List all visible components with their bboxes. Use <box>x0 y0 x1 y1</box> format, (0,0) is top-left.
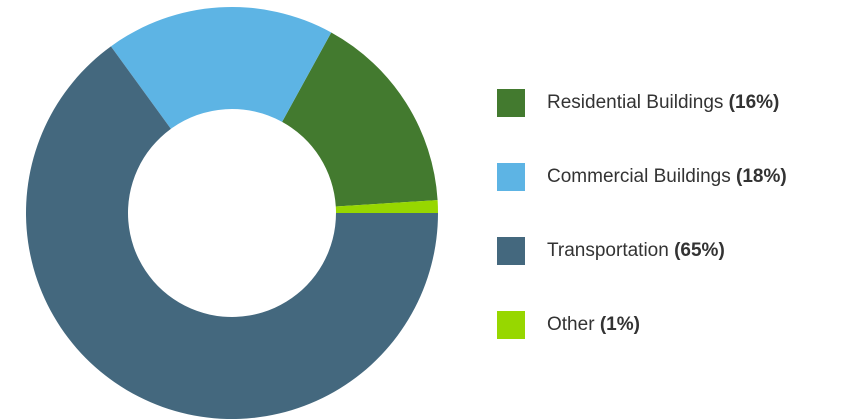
legend-label: Transportation (65%) <box>547 240 725 261</box>
legend-name: Residential Buildings <box>547 92 723 113</box>
legend-name: Other <box>547 314 595 335</box>
legend-value: (18%) <box>736 166 787 187</box>
legend-name: Commercial Buildings <box>547 166 731 187</box>
donut-slice <box>335 200 438 213</box>
legend-value: (65%) <box>674 240 725 261</box>
legend-swatch <box>497 163 525 191</box>
legend-label: Residential Buildings (16%) <box>547 92 779 113</box>
legend-value: (16%) <box>729 92 780 113</box>
legend-name: Transportation <box>547 240 669 261</box>
donut-slice <box>25 46 439 420</box>
legend-label: Other (1%) <box>547 314 640 335</box>
legend-swatch <box>497 89 525 117</box>
legend-label: Commercial Buildings (18%) <box>547 166 787 187</box>
donut-slice <box>110 6 332 129</box>
legend-swatch <box>497 237 525 265</box>
legend-swatch <box>497 311 525 339</box>
legend-value: (1%) <box>600 314 640 335</box>
donut-slice <box>282 32 438 207</box>
